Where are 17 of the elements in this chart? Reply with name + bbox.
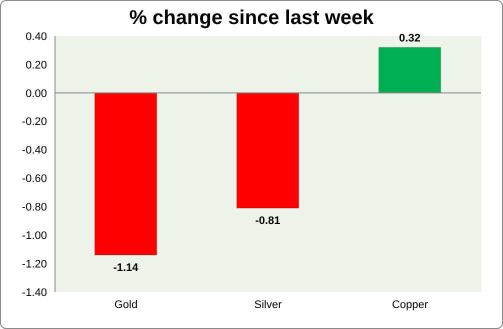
y-tick-label: -1.20 xyxy=(22,258,47,270)
y-tick-label: -0.60 xyxy=(22,173,47,186)
x-tick-label: Copper xyxy=(392,298,428,311)
y-tick-label: -0.20 xyxy=(22,116,47,128)
y-tick-label: -1.00 xyxy=(22,230,47,242)
y-tick-label: 0.20 xyxy=(26,59,47,72)
y-tick-label: -1.40 xyxy=(22,286,47,299)
y-tick-label: 0.00 xyxy=(26,88,47,100)
y-tick-label: 0.40 xyxy=(26,30,47,43)
data-label: -1.14 xyxy=(113,262,140,274)
data-label: -0.81 xyxy=(255,215,280,228)
y-tick-label: -0.80 xyxy=(22,202,47,214)
data-label: 0.32 xyxy=(399,32,420,44)
x-tick-label: Silver xyxy=(254,298,282,311)
x-tick-label: Gold xyxy=(114,298,138,311)
chart-title: % change since last week xyxy=(128,7,375,30)
y-tick-label: -0.40 xyxy=(22,144,47,157)
